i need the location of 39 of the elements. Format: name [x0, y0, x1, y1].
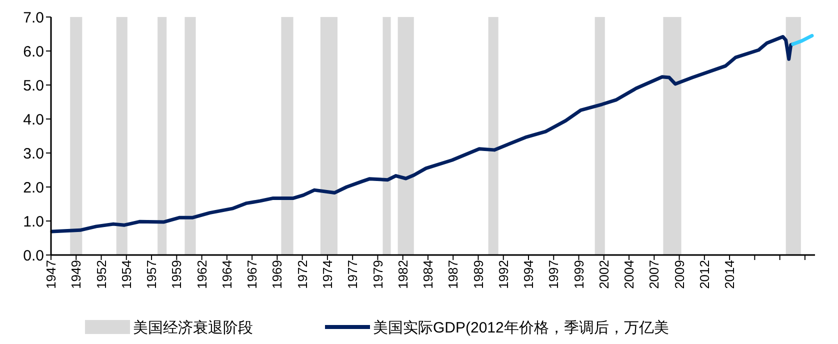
x-tick-label: 1957 [144, 260, 160, 289]
y-tick-label: 6.0 [23, 43, 44, 60]
y-tick-label: 7.0 [23, 9, 44, 26]
x-tick-label: 1947 [44, 260, 59, 289]
x-tick-label: 1952 [94, 260, 109, 289]
x-tick-label: 1997 [546, 260, 562, 289]
y-tick-label: 1.0 [23, 213, 44, 230]
x-tick-label: 1994 [521, 260, 536, 289]
x-tick-label: 1954 [118, 260, 134, 289]
x-tick-label: 1977 [345, 260, 360, 289]
y-tick-label: 4.0 [23, 111, 44, 128]
y-tick-label: 5.0 [23, 77, 44, 94]
x-tick-label: 1984 [420, 260, 436, 289]
x-tick-label: 2014 [722, 260, 738, 289]
line-series [50, 34, 795, 234]
x-tick-label: 2004 [622, 260, 637, 289]
x-tick-label: 1962 [194, 260, 210, 289]
x-tick-label: 1989 [470, 260, 486, 289]
legend-label: 美国实际GDP(2012年价格，季调后，万亿美 [373, 319, 669, 336]
x-tick-label: 1987 [446, 260, 461, 289]
x-tick-label: 2012 [696, 260, 712, 289]
x-tick-label: 1979 [370, 260, 386, 289]
x-tick-label: 1964 [219, 260, 234, 289]
x-tick-label: 1982 [395, 260, 410, 289]
legend-label: 美国经济衰退阶段 [133, 319, 253, 336]
x-tick-label: 1959 [169, 260, 184, 289]
x-tick-label: 1972 [294, 260, 310, 289]
x-tick-label: 2007 [646, 260, 662, 289]
y-tick-label: 0.0 [23, 247, 44, 264]
y-tick-label: 2.0 [23, 179, 44, 196]
x-tick-label: 1974 [320, 260, 335, 289]
x-tick-label: 2002 [596, 260, 612, 289]
x-tick-label: 1992 [496, 260, 511, 289]
y-tick-label: 3.0 [23, 145, 44, 162]
x-tick-label: 1999 [571, 260, 586, 289]
x-tick-label: 1969 [270, 260, 285, 289]
x-tick-label: 1967 [244, 260, 260, 289]
x-tick-label: 1949 [68, 260, 84, 289]
x-tick-label: 2009 [672, 260, 687, 289]
